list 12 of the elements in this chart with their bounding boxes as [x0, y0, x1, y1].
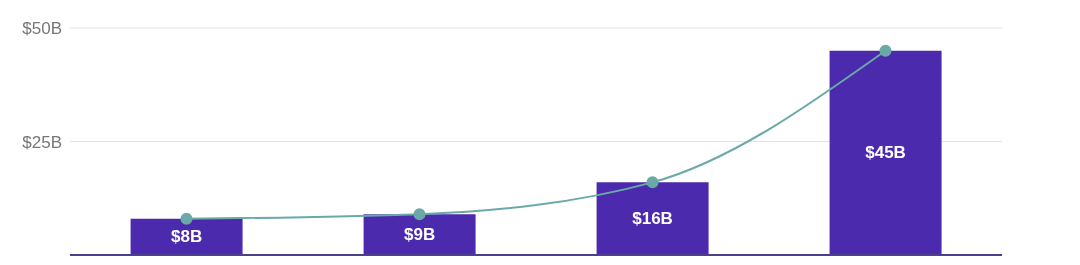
point	[413, 208, 426, 221]
point	[180, 212, 193, 225]
point	[879, 44, 892, 57]
bar	[596, 182, 709, 255]
y-tick-label: $25B	[22, 132, 62, 152]
bar	[829, 50, 942, 255]
point	[646, 176, 659, 189]
data-label: $45B	[865, 143, 906, 163]
data-label: $9B	[403, 225, 436, 245]
data-label: $16B	[632, 209, 673, 229]
y-tick-label: $50B	[22, 19, 62, 39]
data-label: $8B	[170, 227, 203, 247]
